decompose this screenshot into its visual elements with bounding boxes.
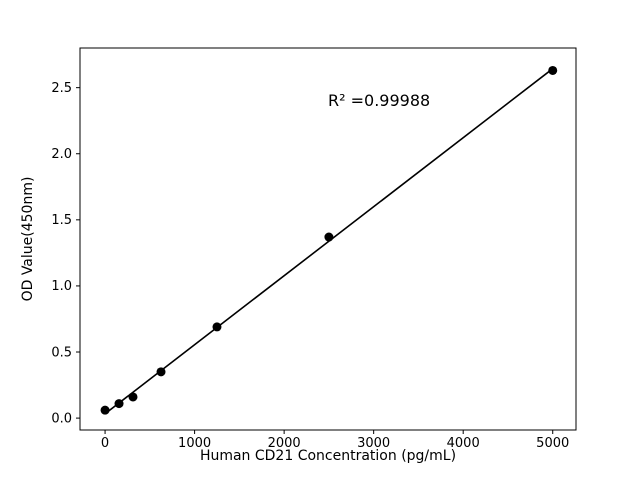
y-tick-label: 2.5 [51, 81, 72, 96]
data-point [156, 367, 166, 377]
y-tick-label: 1.5 [51, 213, 72, 228]
y-tick-label: 2.0 [51, 147, 72, 162]
x-tick-label: 2000 [268, 436, 301, 451]
data-point [548, 65, 558, 75]
y-tick-label: 1.0 [51, 279, 72, 294]
x-tick-label: 4000 [447, 436, 480, 451]
y-tick-label: 0.5 [51, 345, 72, 360]
x-tick-label: 5000 [536, 436, 569, 451]
x-axis-label: Human CD21 Concentration (pg/mL) [199, 448, 457, 464]
r-squared-annotation: R² =0.99988 [328, 91, 431, 110]
x-tick-label: 0 [101, 436, 109, 451]
data-point [324, 232, 334, 242]
data-point [128, 392, 138, 402]
data-point [212, 322, 222, 332]
data-point [114, 399, 124, 409]
x-tick-label: 3000 [357, 436, 390, 451]
y-tick-label: 0.0 [51, 411, 72, 426]
x-tick-label: 1000 [178, 436, 211, 451]
data-point [100, 405, 110, 415]
plot-frame [79, 47, 577, 431]
y-axis-label: OD Value(450nm) [20, 176, 36, 302]
